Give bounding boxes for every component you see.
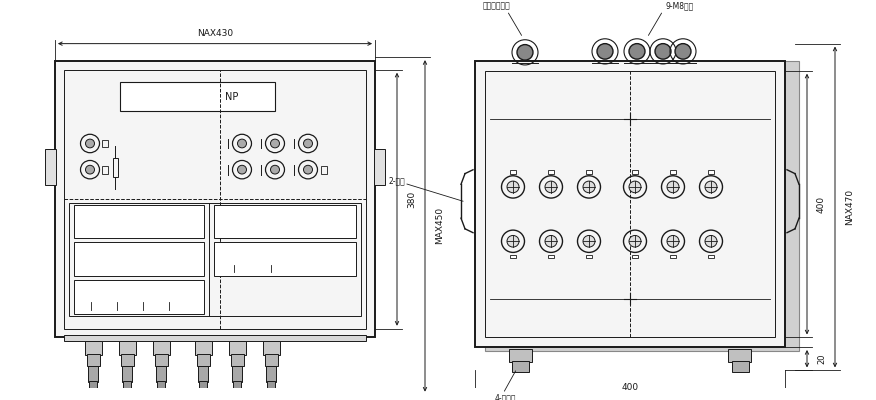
Text: NAX470: NAX470 bbox=[845, 189, 854, 225]
Bar bbox=[121, 354, 133, 366]
Circle shape bbox=[545, 236, 557, 247]
Circle shape bbox=[237, 139, 246, 148]
Circle shape bbox=[237, 165, 246, 174]
Circle shape bbox=[507, 236, 519, 247]
Bar bbox=[74, 204, 204, 238]
Bar bbox=[485, 61, 799, 351]
Circle shape bbox=[675, 44, 691, 59]
Circle shape bbox=[629, 236, 641, 247]
Bar bbox=[263, 341, 279, 355]
Bar bbox=[198, 366, 208, 382]
Bar bbox=[74, 242, 204, 276]
Circle shape bbox=[545, 181, 557, 193]
Bar bbox=[632, 255, 638, 258]
Bar bbox=[122, 366, 132, 382]
Bar bbox=[512, 361, 528, 372]
Bar bbox=[118, 341, 136, 355]
Circle shape bbox=[667, 181, 679, 193]
Circle shape bbox=[271, 139, 279, 148]
Bar bbox=[267, 381, 275, 394]
Text: 2-挑手: 2-挑手 bbox=[388, 177, 405, 186]
Bar bbox=[196, 354, 209, 366]
Bar bbox=[709, 170, 714, 174]
Bar bbox=[229, 341, 245, 355]
Bar bbox=[199, 381, 207, 394]
Bar bbox=[88, 366, 98, 382]
Circle shape bbox=[667, 236, 679, 247]
Circle shape bbox=[583, 181, 595, 193]
Circle shape bbox=[583, 236, 595, 247]
Text: 煙感スイッチ: 煙感スイッチ bbox=[483, 1, 510, 10]
Bar bbox=[670, 170, 675, 174]
Bar bbox=[89, 381, 97, 394]
Bar bbox=[113, 158, 118, 178]
Text: 9-M8端子: 9-M8端子 bbox=[665, 1, 693, 10]
Text: 380: 380 bbox=[407, 191, 416, 208]
Text: NP: NP bbox=[225, 92, 238, 102]
Bar bbox=[265, 354, 278, 366]
Bar bbox=[152, 341, 169, 355]
Bar bbox=[729, 349, 752, 362]
Bar bbox=[154, 354, 167, 366]
Bar bbox=[84, 341, 102, 355]
Text: NAX430: NAX430 bbox=[197, 30, 233, 38]
Circle shape bbox=[303, 139, 313, 148]
Bar bbox=[64, 336, 366, 341]
Circle shape bbox=[597, 44, 613, 59]
Bar bbox=[233, 381, 241, 394]
Bar bbox=[232, 366, 242, 382]
Bar bbox=[586, 255, 592, 258]
Bar bbox=[87, 354, 100, 366]
Bar bbox=[156, 366, 166, 382]
Bar bbox=[586, 170, 592, 174]
Bar bbox=[374, 148, 385, 186]
Bar bbox=[709, 255, 714, 258]
Text: MAX450: MAX450 bbox=[435, 207, 444, 244]
Bar bbox=[194, 341, 211, 355]
Bar bbox=[64, 70, 366, 329]
Bar bbox=[45, 148, 56, 186]
Bar bbox=[321, 166, 327, 174]
Text: 20: 20 bbox=[817, 354, 826, 364]
Circle shape bbox=[629, 44, 645, 59]
Bar bbox=[508, 349, 532, 362]
Circle shape bbox=[303, 165, 313, 174]
Bar bbox=[266, 366, 276, 382]
Bar bbox=[74, 280, 204, 314]
Bar bbox=[69, 203, 361, 316]
Bar bbox=[548, 255, 554, 258]
Bar bbox=[214, 204, 356, 238]
Bar bbox=[485, 71, 775, 337]
Bar bbox=[123, 381, 131, 394]
Bar bbox=[475, 61, 785, 347]
Bar bbox=[670, 255, 675, 258]
Circle shape bbox=[86, 165, 95, 174]
Circle shape bbox=[507, 181, 519, 193]
Bar bbox=[120, 82, 275, 112]
Circle shape bbox=[629, 181, 641, 193]
Circle shape bbox=[705, 181, 717, 193]
Bar bbox=[55, 61, 375, 337]
Text: 400: 400 bbox=[817, 196, 826, 213]
Bar bbox=[157, 381, 165, 394]
Circle shape bbox=[705, 236, 717, 247]
Circle shape bbox=[86, 139, 95, 148]
Bar bbox=[632, 170, 638, 174]
Bar bbox=[102, 140, 108, 147]
Circle shape bbox=[517, 44, 533, 60]
Bar bbox=[214, 242, 356, 276]
Text: 4-ゴム脚: 4-ゴム脚 bbox=[495, 393, 517, 400]
Bar bbox=[102, 166, 108, 174]
Bar bbox=[230, 354, 244, 366]
Circle shape bbox=[271, 165, 279, 174]
Bar bbox=[548, 170, 554, 174]
Bar bbox=[731, 361, 748, 372]
Text: 400: 400 bbox=[621, 383, 639, 392]
Bar bbox=[510, 170, 516, 174]
Circle shape bbox=[655, 44, 671, 59]
Bar bbox=[510, 255, 516, 258]
